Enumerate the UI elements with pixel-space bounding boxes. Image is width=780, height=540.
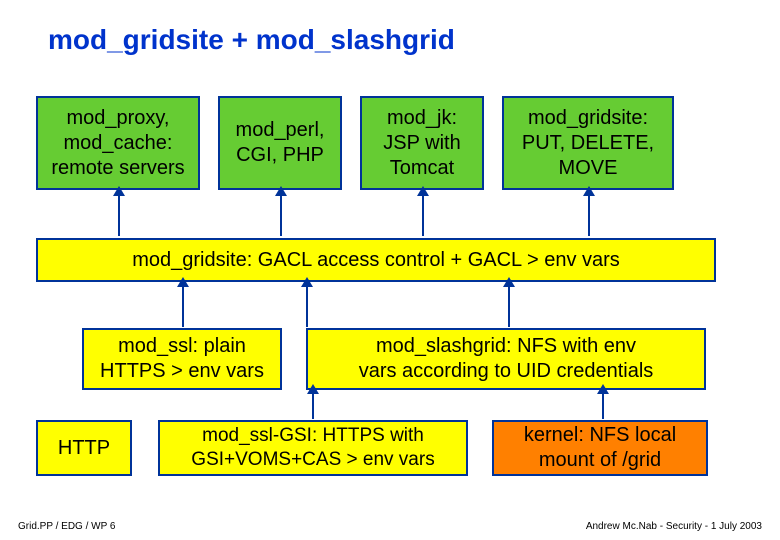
arrow-5 — [306, 285, 308, 327]
row1-box-0: mod_proxy, mod_cache: remote servers — [36, 96, 200, 190]
row3-box-1: mod_slashgrid: NFS with env vars accordi… — [306, 328, 706, 390]
slide-title: mod_gridsite + mod_slashgrid — [48, 24, 455, 56]
row1-box-2: mod_jk: JSP with Tomcat — [360, 96, 484, 190]
row1-box-1: mod_perl, CGI, PHP — [218, 96, 342, 190]
arrow-6 — [508, 285, 510, 327]
footer-left: Grid.PP / EDG / WP 6 — [18, 521, 115, 532]
row3-box-0: mod_ssl: plain HTTPS > env vars — [82, 328, 282, 390]
row1-box-3: mod_gridsite: PUT, DELETE, MOVE — [502, 96, 674, 190]
gacl-box: mod_gridsite: GACL access control + GACL… — [36, 238, 716, 282]
arrow-2 — [422, 194, 424, 236]
arrow-8 — [602, 392, 604, 419]
arrow-3 — [588, 194, 590, 236]
arrow-0 — [118, 194, 120, 236]
arrow-7 — [312, 392, 314, 419]
row4-box-1: mod_ssl-GSI: HTTPS with GSI+VOMS+CAS > e… — [158, 420, 468, 476]
row4-box-0: HTTP — [36, 420, 132, 476]
footer-right: Andrew Mc.Nab - Security - 1 July 2003 — [586, 521, 762, 532]
arrow-1 — [280, 194, 282, 236]
row4-box-2: kernel: NFS local mount of /grid — [492, 420, 708, 476]
arrow-4 — [182, 285, 184, 327]
